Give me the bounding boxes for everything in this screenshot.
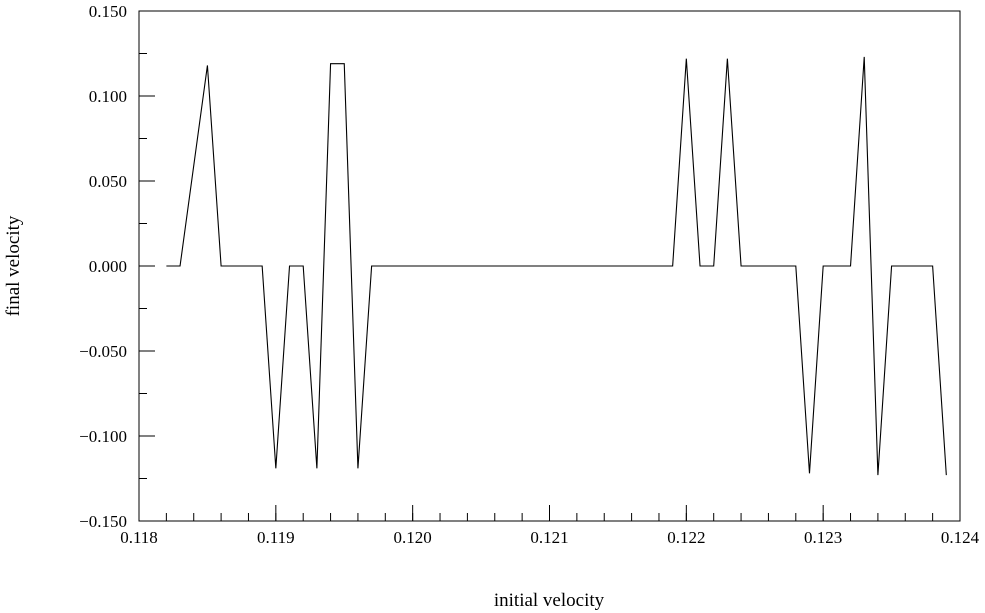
x-axis-tick-labels: 0.118 0.119 0.120 0.121 0.122 0.123 0.124	[120, 528, 979, 547]
x-tick-label: 0.122	[667, 528, 705, 547]
y-tick-label: −0.050	[79, 342, 127, 361]
y-tick-label: −0.150	[79, 512, 127, 531]
x-tick-label: 0.120	[394, 528, 432, 547]
x-tick-label: 0.121	[530, 528, 568, 547]
series-line	[166, 56, 947, 476]
x-axis-title: initial velocity	[494, 590, 605, 611]
y-tick-label: 0.000	[89, 257, 127, 276]
x-tick-label: 0.118	[120, 528, 158, 547]
series-layer	[166, 56, 947, 476]
y-axis-ticks	[139, 10, 155, 522]
x-tick-label: 0.123	[804, 528, 842, 547]
y-tick-label: 0.100	[89, 87, 127, 106]
y-axis-tick-labels: 0.150 0.100 0.050 0.000 −0.050 −0.100 −0.150	[79, 2, 127, 531]
y-axis-title: final velocity	[3, 215, 24, 316]
y-tick-label: 0.050	[89, 172, 127, 191]
y-tick-label: 0.150	[89, 2, 127, 21]
y-tick-label: −0.100	[79, 427, 127, 446]
x-tick-label: 0.124	[941, 528, 980, 547]
x-axis-ticks	[138, 505, 961, 521]
x-tick-label: 0.119	[257, 528, 295, 547]
